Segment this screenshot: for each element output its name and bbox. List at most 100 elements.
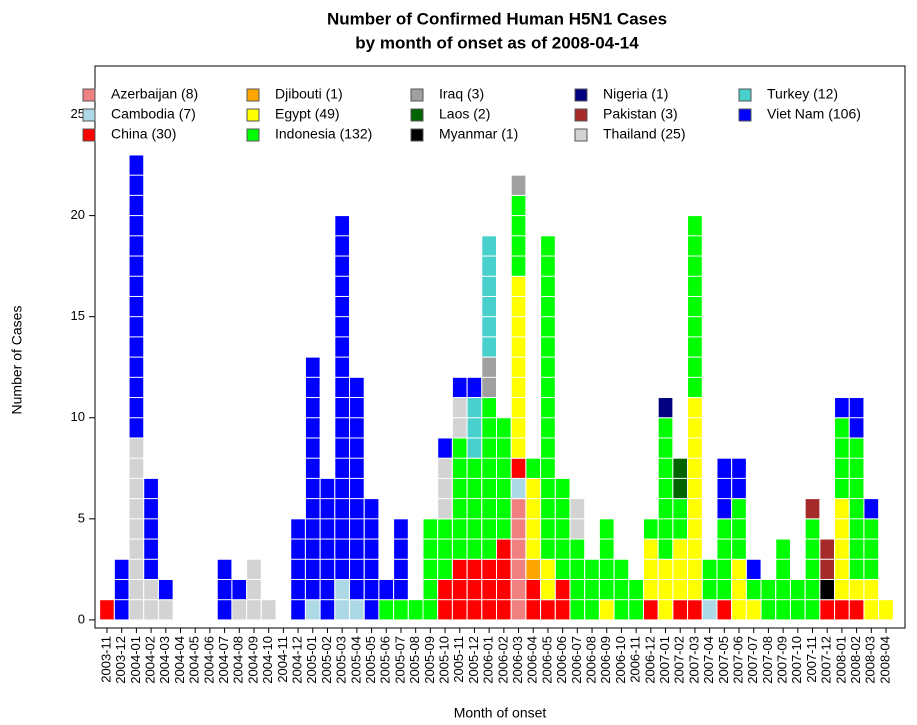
x-tick-label: 2006-11 [628, 636, 643, 683]
bar-segment [731, 558, 747, 621]
x-tick-label: 2005-12 [466, 636, 481, 684]
x-tick-label: 2004-12 [290, 636, 305, 684]
legend-label: Cambodia (7) [111, 106, 196, 122]
chart-title: Number of Confirmed Human H5N1 Cases [327, 9, 667, 28]
legend-label: Viet Nam (106) [767, 106, 861, 122]
bar-segment [466, 376, 483, 399]
legend-label: China (30) [111, 126, 176, 142]
bar-segment [745, 599, 762, 621]
x-tick-label: 2006-02 [495, 636, 510, 684]
bar-segment [319, 477, 336, 621]
x-tick-label: 2005-03 [334, 636, 349, 684]
legend-swatch [82, 88, 96, 102]
bar-segment [834, 599, 850, 621]
legend-label: Egypt (49) [275, 106, 340, 122]
bar-segment [848, 437, 865, 580]
bar-segment [598, 599, 615, 621]
bar-segment [540, 599, 556, 621]
bar-segment [304, 599, 321, 621]
x-tick-label: 2007-02 [672, 636, 687, 684]
bar-segment [157, 578, 174, 601]
bar-segment [584, 558, 600, 621]
legend-label: Iraq (3) [439, 86, 484, 102]
x-tick-label: 2004-09 [245, 636, 260, 684]
legend-swatch [246, 88, 260, 102]
legend-swatch [738, 88, 752, 102]
x-tick-label: 2003-12 [113, 636, 128, 684]
bar-segment [834, 498, 850, 601]
y-axis-label: Number of Cases [9, 306, 25, 415]
bar-segment [260, 599, 277, 621]
bar-segment [745, 578, 762, 601]
x-tick-label: 2004-01 [128, 636, 143, 684]
bar-segment [510, 275, 527, 459]
legend-label: Myanmar (1) [439, 126, 518, 142]
x-tick-label: 2005-06 [378, 636, 393, 684]
bar-segment [804, 518, 821, 621]
legend-label: Nigeria (1) [603, 86, 668, 102]
x-tick-label: 2004-03 [157, 636, 172, 684]
y-tick-label: 0 [78, 611, 85, 626]
chart-subtitle: by month of onset as of 2008-04-14 [355, 33, 639, 52]
x-tick-label: 2007-12 [819, 636, 834, 684]
x-tick-label: 2007-06 [730, 636, 745, 684]
bar-segment [451, 558, 468, 621]
legend-swatch [82, 108, 96, 122]
bar-segment [745, 558, 762, 580]
x-tick-label: 2007-03 [686, 636, 701, 684]
legend-label: Pakistan (3) [603, 106, 678, 122]
x-tick-label: 2005-04 [348, 636, 363, 684]
bar-segment [407, 599, 424, 621]
y-tick-label: 15 [71, 308, 85, 323]
bar-segment [642, 518, 659, 540]
x-tick-label: 2006-12 [642, 636, 657, 684]
bar-segment [231, 578, 248, 601]
bar-segment [510, 174, 527, 196]
x-tick-label: 2006-09 [598, 636, 613, 684]
bar-segment [804, 498, 821, 520]
legend-swatch [82, 128, 96, 142]
x-tick-label: 2007-10 [789, 636, 804, 684]
bar-segment [525, 558, 542, 580]
bar-segment [525, 457, 542, 479]
bar-segment [819, 599, 836, 621]
legend-swatch [410, 108, 424, 122]
legend-swatch [574, 88, 588, 102]
bar-segment [554, 477, 571, 580]
legend-swatch [410, 128, 424, 142]
bar-segment [731, 498, 747, 560]
x-tick-label: 2008-04 [877, 636, 892, 684]
bar-segment [848, 599, 865, 621]
bar-segment [687, 215, 703, 399]
x-tick-label: 2005-09 [422, 636, 437, 684]
bar-segment [128, 437, 145, 621]
x-tick-label: 2004-04 [172, 636, 187, 684]
x-tick-label: 2007-05 [716, 636, 731, 684]
bar-segment [378, 578, 395, 601]
bar-segment [290, 518, 306, 621]
legend-label: Thailand (25) [603, 126, 686, 142]
x-tick-label: 2005-01 [304, 636, 319, 684]
bar-segment [349, 599, 365, 621]
bar-segment [157, 599, 174, 621]
bar-segment [657, 417, 674, 560]
y-tick-label: 5 [78, 510, 85, 525]
x-tick-label: 2008-02 [848, 636, 863, 684]
x-tick-label: 2008-03 [863, 636, 878, 684]
bar-segment [466, 397, 483, 459]
x-tick-label: 2005-07 [392, 636, 407, 684]
legend-label: Azerbaijan (8) [111, 86, 198, 102]
legend-swatch [574, 128, 588, 142]
bar-segment [863, 498, 880, 520]
bar-segment [716, 599, 733, 621]
x-tick-label: 2005-02 [319, 636, 334, 684]
x-tick-label: 2005-05 [363, 636, 378, 684]
x-tick-label: 2004-10 [260, 636, 275, 684]
bar-segment [642, 538, 659, 601]
bar-segment [216, 558, 233, 621]
bar-segment [466, 457, 483, 560]
x-tick-label: 2005-10 [436, 636, 451, 684]
bar-segment [393, 599, 409, 621]
x-tick-label: 2004-08 [231, 636, 246, 684]
